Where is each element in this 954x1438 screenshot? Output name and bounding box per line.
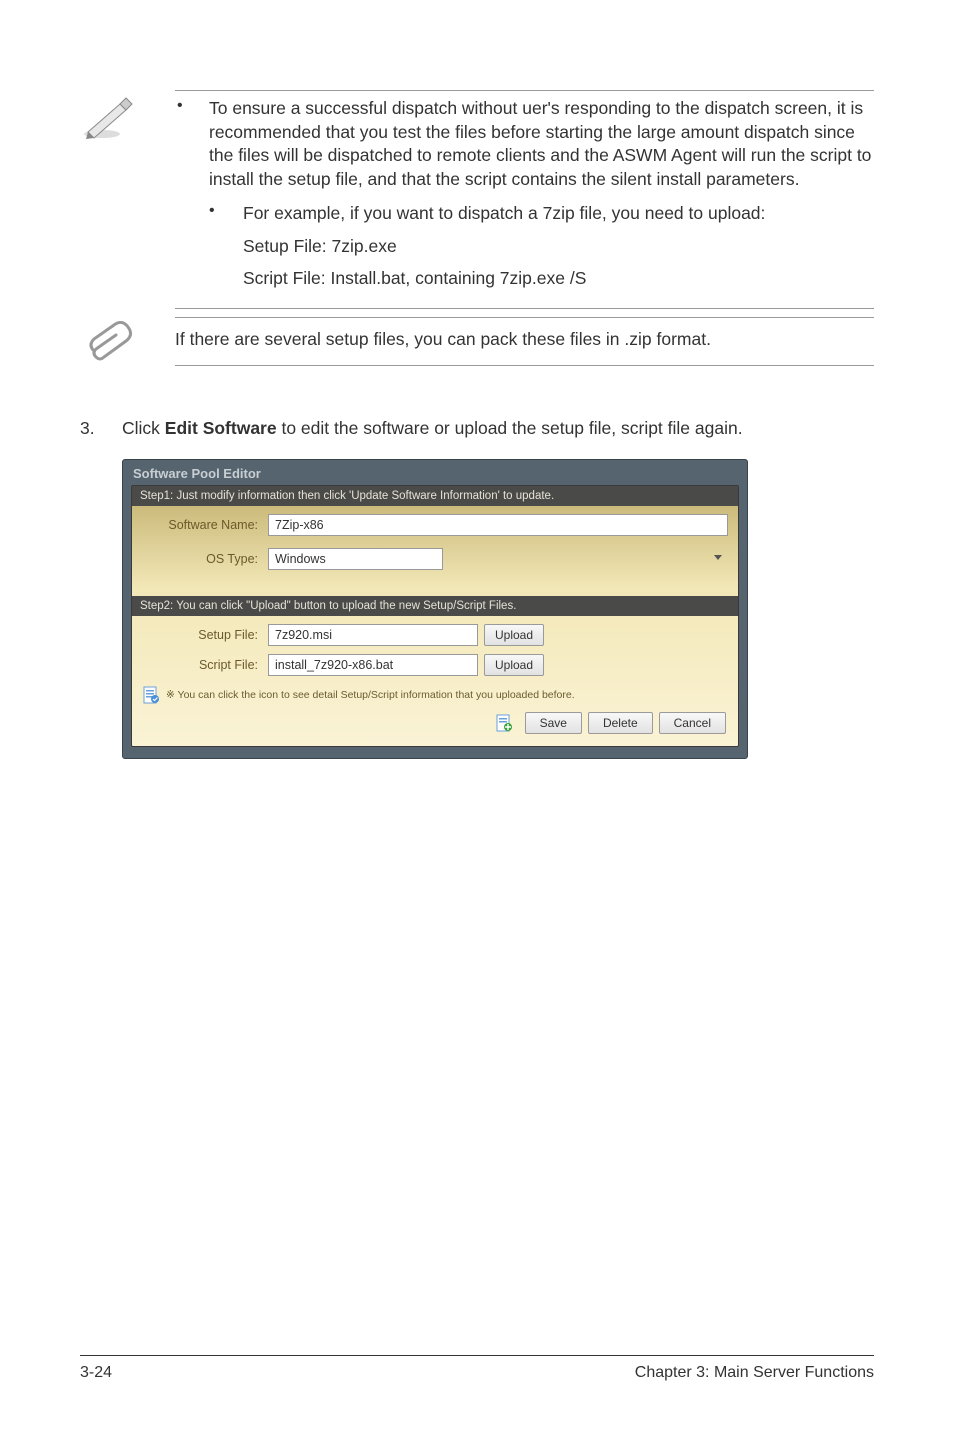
- info-file-icon[interactable]: [142, 686, 160, 704]
- note1-text: To ensure a successful dispatch without …: [209, 97, 874, 192]
- os-type-label: OS Type:: [142, 552, 268, 566]
- script-file-line: Script File: Install.bat, containing 7zi…: [175, 265, 874, 291]
- software-name-input[interactable]: [268, 514, 728, 536]
- step-text-suffix: to edit the software or upload the setup…: [277, 418, 743, 438]
- step-number: 3.: [80, 416, 122, 441]
- delete-button[interactable]: Delete: [588, 712, 653, 734]
- bullet-icon: •: [175, 97, 209, 192]
- save-button[interactable]: Save: [525, 712, 582, 734]
- step1-bar: Step1: Just modify information then clic…: [132, 486, 738, 506]
- script-file-input[interactable]: [268, 654, 478, 676]
- paperclip-note-icon: [80, 317, 175, 370]
- setup-file-input[interactable]: [268, 624, 478, 646]
- upload-setup-button[interactable]: Upload: [484, 624, 544, 646]
- step-3: 3. Click Edit Software to edit the softw…: [80, 416, 874, 441]
- note-block-2: If there are several setup files, you ca…: [80, 317, 874, 370]
- bullet-icon: •: [209, 202, 243, 226]
- page-number: 3-24: [80, 1364, 112, 1382]
- page-footer: 3-24 Chapter 3: Main Server Functions: [80, 1355, 874, 1382]
- upload-script-button[interactable]: Upload: [484, 654, 544, 676]
- pencil-note-icon: [80, 90, 175, 147]
- script-file-label: Script File:: [142, 658, 268, 672]
- save-file-icon[interactable]: [495, 714, 513, 732]
- chevron-down-icon: [714, 555, 722, 560]
- software-name-label: Software Name:: [142, 518, 268, 532]
- software-pool-editor-dialog: Software Pool Editor Step1: Just modify …: [122, 459, 748, 759]
- hint-text: ※ You can click the icon to see detail S…: [166, 689, 575, 701]
- note1-sub: For example, if you want to dispatch a 7…: [243, 202, 874, 226]
- step-text-prefix: Click: [122, 418, 165, 438]
- chapter-title: Chapter 3: Main Server Functions: [635, 1364, 874, 1382]
- setup-file-line: Setup File: 7zip.exe: [175, 233, 874, 259]
- os-type-select[interactable]: [268, 548, 443, 570]
- cancel-button[interactable]: Cancel: [659, 712, 726, 734]
- step-text: Click Edit Software to edit the software…: [122, 416, 874, 441]
- setup-file-label: Setup File:: [142, 628, 268, 642]
- step2-bar: Step2: You can click "Upload" button to …: [132, 596, 738, 616]
- step-text-bold: Edit Software: [165, 418, 277, 438]
- note-block-1: • To ensure a successful dispatch withou…: [80, 90, 874, 309]
- note2-text: If there are several setup files, you ca…: [175, 317, 874, 367]
- dialog-title: Software Pool Editor: [123, 460, 747, 485]
